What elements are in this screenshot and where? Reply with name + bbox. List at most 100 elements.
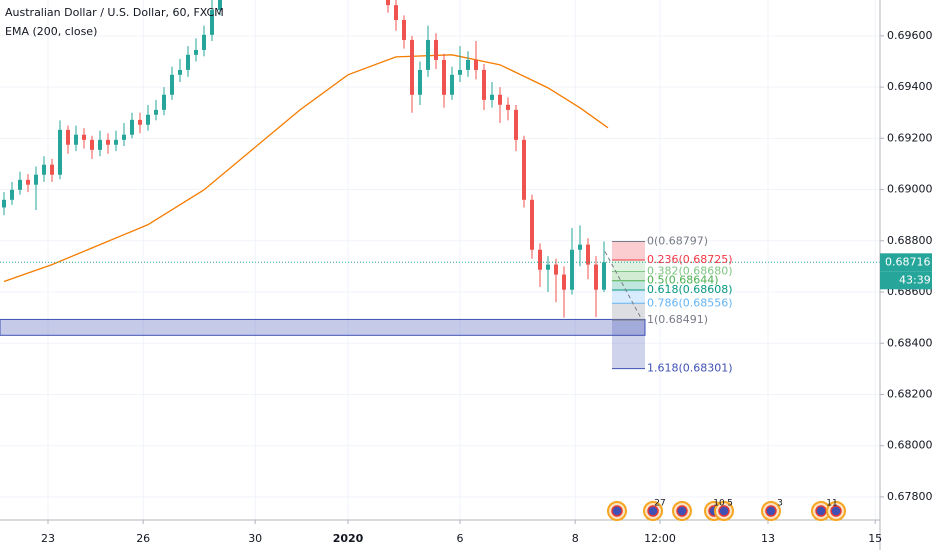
candle-body <box>146 114 150 125</box>
candle-body <box>594 264 598 290</box>
candle-body <box>482 69 486 100</box>
candle-body <box>194 49 198 55</box>
x-tick-label: 2020 <box>333 532 364 545</box>
plot <box>0 0 880 370</box>
candle-body <box>82 134 86 140</box>
x-tick-label: 26 <box>136 532 150 545</box>
candle-body <box>562 274 566 290</box>
candle-body <box>466 59 470 70</box>
event-count: 11 <box>826 499 837 509</box>
event-count: 27 <box>654 499 665 509</box>
candle-body <box>434 39 438 60</box>
candle-body <box>410 39 414 95</box>
candle-body <box>98 139 102 150</box>
candle-body <box>522 139 526 200</box>
candle-body <box>490 94 494 100</box>
candle-body <box>458 69 462 75</box>
candle-body <box>394 5 398 20</box>
countdown-label: 43:39 <box>899 273 931 286</box>
y-tick-label: 0.69000 <box>887 183 932 196</box>
candle-body <box>426 39 430 70</box>
event-flag <box>765 505 777 517</box>
axes: 0.678000.680000.682000.684000.686000.688… <box>41 29 932 545</box>
candle-body <box>530 199 534 250</box>
fib-band <box>612 260 645 272</box>
fib-label: 1.618(0.68301) <box>647 362 733 375</box>
y-tick-label: 0.68200 <box>887 387 932 400</box>
candle-body <box>26 179 30 185</box>
x-tick-label: 6 <box>457 532 464 545</box>
chart-title: Australian Dollar / U.S. Dollar, 60, FXC… <box>5 6 224 19</box>
candle-body <box>130 119 134 135</box>
fib-label: 0.786(0.68556) <box>647 296 733 309</box>
event-count: 3 <box>777 499 783 509</box>
candle-body <box>450 74 454 95</box>
fib-band <box>612 271 645 281</box>
candle-body <box>122 134 126 140</box>
candle-body <box>442 59 446 95</box>
fib-label: 0.5(0.68644) <box>647 274 719 287</box>
candle-body <box>178 69 182 75</box>
x-tick-label: 30 <box>248 532 262 545</box>
candle-body <box>554 264 558 275</box>
x-tick-label: 8 <box>572 532 579 545</box>
candle-body <box>162 94 166 110</box>
candle-body <box>42 164 46 175</box>
candle-body <box>538 249 542 270</box>
candle-body <box>90 139 94 150</box>
event-flag <box>830 505 842 517</box>
candle-body <box>74 134 78 145</box>
x-tick-label: 23 <box>41 532 55 545</box>
candle-body <box>50 164 54 175</box>
fib-band <box>612 280 645 290</box>
fib-label: 0.382(0.68680) <box>647 265 733 278</box>
candle-body <box>170 74 174 95</box>
candle-body <box>154 109 158 115</box>
candle-body <box>546 264 550 270</box>
candle-body <box>210 9 214 35</box>
candle-body <box>474 59 478 70</box>
candle-body <box>514 109 518 140</box>
candle-body <box>218 0 222 10</box>
candle-body <box>418 69 422 95</box>
ema-line <box>3 54 609 283</box>
grid <box>0 0 880 520</box>
last-price-label: 0.68716 <box>885 255 931 268</box>
y-tick-label: 0.67800 <box>887 490 932 503</box>
event-count: 5 <box>727 499 733 509</box>
event-flag <box>647 505 659 517</box>
candle-body <box>34 174 38 185</box>
event-count: 10 <box>713 499 725 509</box>
candle-body <box>586 244 590 265</box>
last-price-box <box>880 253 932 272</box>
candle-body <box>498 94 502 105</box>
x-tick-label: 12:00 <box>644 532 676 545</box>
candle-body <box>202 34 206 50</box>
candle-body <box>66 129 70 145</box>
fib-band <box>612 289 645 304</box>
event-flag <box>611 505 623 517</box>
candle-body <box>602 262 606 290</box>
countdown-box <box>880 271 932 290</box>
y-tick-label: 0.69400 <box>887 80 932 93</box>
candle-body <box>58 129 62 175</box>
y-tick-label: 0.68000 <box>887 439 932 452</box>
fib-label: 0(0.68797) <box>647 235 708 248</box>
candle-body <box>138 119 142 125</box>
event-flag <box>676 505 688 517</box>
candle-body <box>10 189 14 200</box>
candle-body <box>186 54 190 70</box>
candle-body <box>114 139 118 145</box>
x-tick-label: 13 <box>761 532 775 545</box>
candle-body <box>402 19 406 40</box>
event-flag <box>718 505 730 517</box>
indicator-label: EMA (200, close) <box>5 25 97 38</box>
candle-body <box>18 179 22 190</box>
candle-body <box>2 199 6 208</box>
candle-body <box>386 0 390 6</box>
fib-trend <box>604 251 643 321</box>
y-tick-label: 0.68400 <box>887 336 932 349</box>
y-tick-label: 0.69600 <box>887 29 932 42</box>
